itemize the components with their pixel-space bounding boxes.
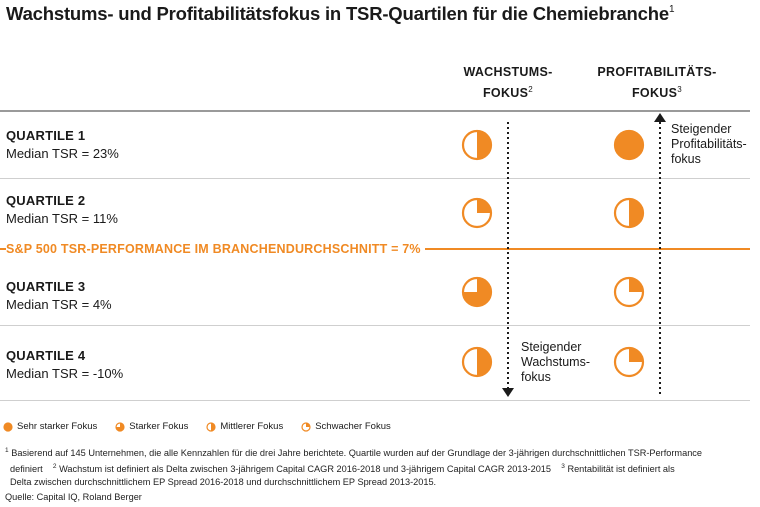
quartile-4-profit-focus-pie bbox=[613, 346, 645, 378]
legend-schwacher-label: Schwacher Fokus bbox=[315, 421, 391, 432]
quartile-3-label: QUARTILE 3 Median TSR = 4% bbox=[6, 279, 112, 312]
legend: Sehr starker Fokus Starker Fokus Mittlerer… bbox=[3, 421, 391, 432]
quartile-2-title: QUARTILE 2 bbox=[6, 193, 86, 208]
legend-item-schwacher: Schwacher Fokus bbox=[301, 421, 391, 432]
legend-item-mittlerer: Mittlerer Fokus bbox=[206, 421, 283, 432]
row-divider-3 bbox=[0, 325, 750, 326]
footnote-line-2: definiert 2 Wachstum ist definiert als D… bbox=[10, 463, 675, 474]
bottom-rule bbox=[0, 400, 750, 401]
growth-arrow-head bbox=[502, 388, 514, 397]
quartile-4-growth-focus-pie bbox=[461, 346, 493, 378]
profit-note-line2: Profitabilitäts- bbox=[671, 137, 747, 151]
quartile-3-growth-focus-pie bbox=[461, 276, 493, 308]
quartile-1-growth-focus-pie bbox=[461, 129, 493, 161]
quartile-2-median: Median TSR = 11% bbox=[6, 211, 118, 226]
quartile-3-median: Median TSR = 4% bbox=[6, 297, 112, 312]
growth-note-line1: Steigender bbox=[521, 340, 582, 354]
profit-arrow-note: Steigender Profitabilitäts- fokus bbox=[671, 122, 747, 167]
quartile-2-profit-focus-pie bbox=[613, 197, 645, 229]
quartile-2-label: QUARTILE 2 Median TSR = 11% bbox=[6, 193, 118, 226]
legend-sehr_stark-pie bbox=[3, 421, 13, 432]
quartile-1-title: QUARTILE 1 bbox=[6, 128, 86, 143]
quartile-3-profit-focus-pie bbox=[613, 276, 645, 308]
legend-starker-pie bbox=[115, 421, 125, 432]
source-note: Quelle: Capital IQ, Roland Berger bbox=[5, 492, 142, 502]
footnote-line-3: Delta zwischen durchschnittlichem EP Spr… bbox=[10, 477, 437, 487]
growth-arrow-note: Steigender Wachstums- fokus bbox=[521, 340, 590, 385]
quartile-4-title: QUARTILE 4 bbox=[6, 348, 86, 363]
legend-mittlerer-pie bbox=[206, 421, 216, 432]
profit-header-line2: FOKUS3 bbox=[632, 85, 682, 100]
quartile-4-label: QUARTILE 4 Median TSR = -10% bbox=[6, 348, 123, 381]
growth-note-line2: Wachstums- bbox=[521, 355, 590, 369]
growth-column-header: WACHSTUMS- FOKUS2 bbox=[440, 64, 576, 102]
quartile-1-label: QUARTILE 1 Median TSR = 23% bbox=[6, 128, 119, 161]
legend-sehr_stark-pie-icon bbox=[3, 421, 13, 432]
growth-header-line1: WACHSTUMS- bbox=[463, 65, 553, 79]
title-text: Wachstums- und Profitabilitätsfokus in T… bbox=[6, 3, 669, 24]
profit-note-line1: Steigender bbox=[671, 122, 732, 136]
profit-arrow-head bbox=[654, 113, 666, 122]
title-footnote-marker: 1 bbox=[668, 4, 675, 15]
quartile-1-profit-focus-pie bbox=[613, 129, 645, 161]
legend-sehr_stark-label: Sehr starker Fokus bbox=[17, 421, 98, 432]
legend-schwacher-pie-icon bbox=[301, 421, 311, 432]
row-divider-1 bbox=[0, 178, 750, 179]
sp500-label: S&P 500 TSR-PERFORMANCE IM BRANCHENDURCH… bbox=[6, 242, 425, 256]
legend-item-sehr_stark: Sehr starker Fokus bbox=[3, 421, 97, 432]
footnotes: 1 Basierend auf 145 Unternehmen, die all… bbox=[5, 444, 750, 489]
profit-column-header: PROFITABILITÄTS- FOKUS3 bbox=[582, 64, 732, 102]
legend-schwacher-pie bbox=[301, 421, 311, 432]
growth-header-line2: FOKUS2 bbox=[483, 85, 533, 100]
quartile-4-median: Median TSR = -10% bbox=[6, 366, 124, 381]
profit-note-line3: fokus bbox=[671, 152, 701, 166]
growth-note-line3: fokus bbox=[521, 370, 551, 384]
quartile-3-title: QUARTILE 3 bbox=[6, 279, 86, 294]
quartile-1-median: Median TSR = 23% bbox=[6, 146, 119, 161]
legend-item-starker: Starker Fokus bbox=[115, 421, 188, 432]
quartile-2-growth-focus-pie bbox=[461, 197, 493, 229]
profit-header-line1: PROFITABILITÄTS- bbox=[597, 65, 717, 79]
header-rule bbox=[0, 110, 750, 112]
legend-starker-label: Starker Fokus bbox=[129, 421, 189, 432]
page-title: Wachstums- und Profitabilitätsfokus in T… bbox=[6, 3, 675, 25]
legend-mittlerer-pie-icon bbox=[206, 421, 216, 432]
legend-mittlerer-label: Mittlerer Fokus bbox=[220, 421, 284, 432]
footnote-line-1: 1 Basierend auf 145 Unternehmen, die all… bbox=[5, 447, 703, 458]
legend-starker-pie-icon bbox=[115, 421, 125, 432]
